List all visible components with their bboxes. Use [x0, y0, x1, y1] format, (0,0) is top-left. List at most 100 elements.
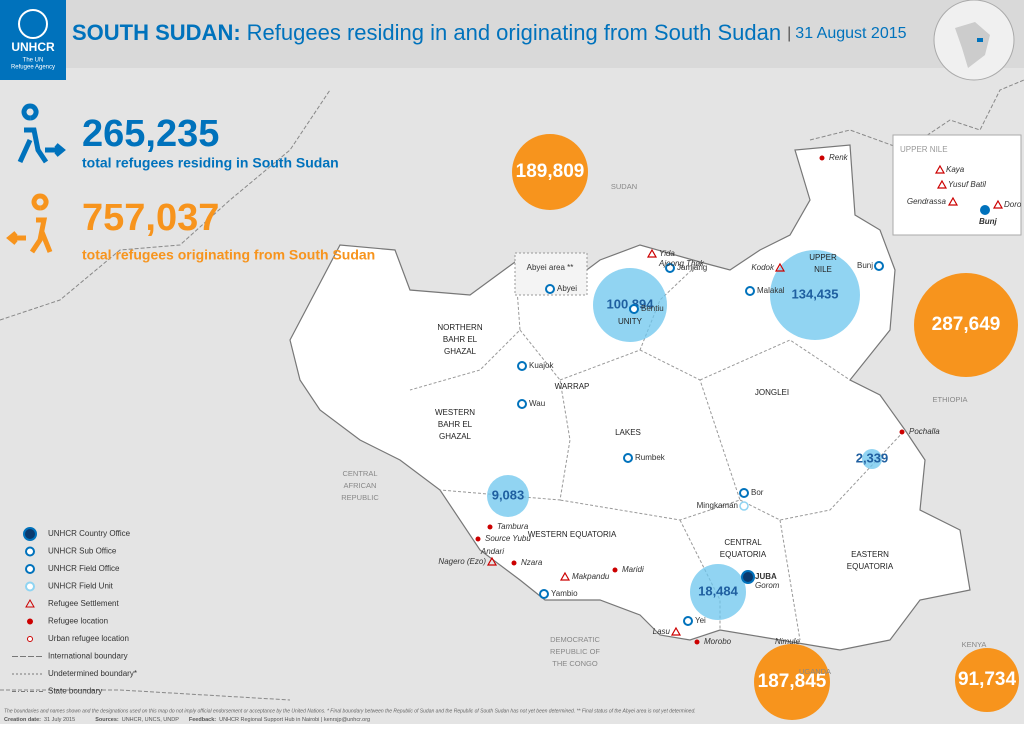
page-title: SOUTH SUDAN: Refugees residing in and ori…	[72, 20, 907, 45]
office-marker	[629, 304, 639, 314]
legend-symbol	[27, 618, 33, 625]
state-label: NILE	[814, 265, 832, 274]
country-label: ETHIOPIA	[932, 395, 967, 404]
office-marker	[539, 589, 549, 599]
location-label: Nimule	[775, 637, 800, 646]
legend-label: Refugee location	[48, 617, 108, 626]
label: Feedback:	[189, 717, 216, 723]
separator: |	[787, 25, 791, 42]
location-label: Rumbek	[635, 453, 666, 462]
state-label: NORTHERN	[437, 323, 482, 332]
refugee-marker	[819, 155, 825, 161]
residing-bubbles: 100,894 134,435 18,484 9,083 2,339	[487, 250, 888, 620]
legend-label: Urban refugee location	[48, 634, 129, 643]
office-marker	[683, 616, 693, 626]
legend-label: UNHCR Field Unit	[48, 582, 114, 591]
settlement-marker	[774, 262, 786, 272]
location-label: Renk	[829, 153, 849, 162]
state-label: UPPER	[809, 253, 837, 262]
location-label: Maridi	[622, 565, 644, 574]
bubble-label: 91,734	[958, 669, 1017, 690]
legend-label: UNHCR Field Office	[48, 564, 120, 573]
state-label: CENTRAL	[724, 538, 762, 547]
state-label: WESTERN EQUATORIA	[528, 530, 617, 539]
bubble	[914, 273, 1018, 377]
country-label: SUDAN	[611, 182, 637, 191]
settlement-marker	[559, 571, 571, 581]
title: Refugees residing in and originating fro…	[247, 20, 781, 45]
bubble	[754, 644, 830, 720]
bubble-label: 18,484	[698, 583, 739, 598]
logo-icon	[18, 9, 48, 39]
office-marker	[517, 399, 527, 409]
country-label: REPUBLIC	[341, 493, 379, 502]
location-label: Jamjang	[677, 263, 707, 272]
state-label: EASTERN	[851, 550, 889, 559]
country-label: UGANDA	[799, 667, 831, 676]
bubble-label: 2,339	[856, 450, 889, 465]
location-label: JUBA	[755, 572, 777, 581]
location-label: Source Yubu	[485, 534, 531, 543]
state-label: BAHR EL	[438, 420, 473, 429]
person-icon	[6, 193, 53, 254]
inset-box	[892, 134, 1022, 236]
stat-label: total refugees originating from South Su…	[82, 247, 375, 263]
stat-residing: 265,235 total refugees originating from …	[17, 103, 339, 171]
creation-date: 31 July 2015	[44, 717, 75, 723]
location-label: Makpandu	[572, 572, 610, 581]
location-label: Kodok	[751, 263, 775, 272]
stat-label: total refugees residing in South Sudan	[82, 155, 339, 171]
location-label: Morobo	[704, 637, 732, 646]
international-boundary	[0, 79, 1024, 701]
location-label: Wau	[529, 399, 545, 408]
state-label: GHAZAL	[444, 347, 477, 356]
location-label: Kuajok	[529, 361, 554, 370]
legend-label: State boundary	[48, 687, 102, 696]
location-label: Ajoong Thok	[658, 259, 705, 268]
location-label: Abyei	[557, 284, 577, 293]
location-label: Gorom	[755, 581, 780, 590]
location-label: Lasu	[653, 627, 671, 636]
stat-value: 265,235	[82, 113, 219, 155]
field-unit-marker	[739, 501, 749, 511]
state-label: EQUATORIA	[847, 562, 894, 571]
location-label: Malakal	[757, 286, 785, 295]
location-label: Tambura	[497, 522, 529, 531]
disclaimer: The boundaries and names shown and the d…	[4, 708, 696, 714]
office-marker	[980, 205, 990, 215]
bubble	[862, 449, 882, 469]
location-label: Nagero (Ezo)	[438, 557, 486, 566]
state-label: LAKES	[615, 428, 641, 437]
feedback: UNHCR Regional Support Hub in Nairobi | …	[219, 717, 370, 723]
location-label: Pochalla	[909, 427, 940, 436]
legend-label: UNHCR Sub Office	[48, 547, 117, 556]
bubble	[487, 475, 529, 517]
legend-symbol	[27, 636, 33, 642]
inset-label: Doro	[1004, 200, 1022, 209]
bubble-label: 189,809	[516, 161, 585, 182]
label: Sources:	[95, 717, 119, 723]
location-label: Yida	[659, 249, 675, 258]
inset-label: Yusuf Batil	[948, 180, 986, 189]
refugee-marker	[694, 639, 700, 645]
logo-sub: Refugee Agency	[11, 65, 55, 71]
location-label: Nzara	[521, 558, 543, 567]
abyei-label: Abyei area **	[527, 263, 574, 272]
sources: UNHCR, UNCS, UNDP	[122, 717, 179, 723]
location-label: Bentiu	[641, 304, 664, 313]
globe-highlight	[977, 38, 983, 42]
office-marker	[739, 488, 749, 498]
inset-label: Bunj	[979, 217, 998, 226]
stat-originating: 757,037 total refugees originating from …	[6, 193, 375, 263]
originating-bubbles: 189,809 287,649 187,845 91,734	[512, 134, 1019, 720]
state-label: JONGLEI	[755, 388, 789, 397]
legend-symbol	[25, 581, 35, 592]
legend-label: Refugee Settlement	[48, 599, 119, 608]
settlement-marker	[934, 164, 946, 174]
legend-symbol	[25, 546, 35, 557]
map-labels: SUDAN ETHIOPIA CENTRAL AFRICAN REPUBLIC DEMOC…	[341, 153, 986, 676]
office-marker	[741, 570, 755, 584]
bubble	[593, 268, 667, 342]
bubble-label: 287,649	[932, 314, 1001, 335]
